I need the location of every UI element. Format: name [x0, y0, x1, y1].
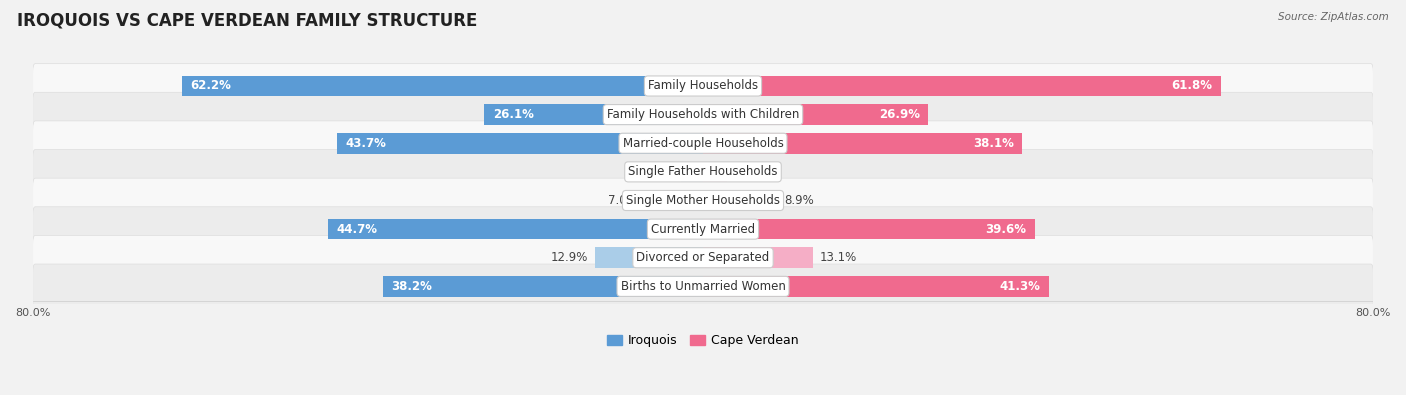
FancyBboxPatch shape [32, 150, 1374, 194]
Text: 26.1%: 26.1% [492, 108, 533, 121]
Text: 13.1%: 13.1% [820, 251, 856, 264]
Text: 62.2%: 62.2% [190, 79, 231, 92]
FancyBboxPatch shape [32, 64, 1374, 108]
Text: Currently Married: Currently Married [651, 223, 755, 235]
FancyBboxPatch shape [32, 264, 1374, 308]
Text: IROQUOIS VS CAPE VERDEAN FAMILY STRUCTURE: IROQUOIS VS CAPE VERDEAN FAMILY STRUCTUR… [17, 12, 477, 30]
Text: 43.7%: 43.7% [346, 137, 387, 150]
Bar [382, 276, 703, 297]
Bar [337, 133, 703, 154]
Text: 38.1%: 38.1% [973, 137, 1014, 150]
FancyBboxPatch shape [32, 92, 1374, 137]
Text: Births to Unmarried Women: Births to Unmarried Women [620, 280, 786, 293]
Bar [703, 104, 928, 125]
Text: 38.2%: 38.2% [391, 280, 432, 293]
Bar [682, 162, 703, 182]
Text: 8.9%: 8.9% [785, 194, 814, 207]
Text: Married-couple Households: Married-couple Households [623, 137, 783, 150]
Bar [329, 219, 703, 239]
Text: 2.6%: 2.6% [644, 166, 675, 179]
Bar [703, 247, 813, 268]
Bar [484, 104, 703, 125]
Bar [644, 190, 703, 211]
Legend: Iroquois, Cape Verdean: Iroquois, Cape Verdean [602, 329, 804, 352]
Bar [703, 219, 1035, 239]
Text: Single Mother Households: Single Mother Households [626, 194, 780, 207]
Text: 41.3%: 41.3% [1000, 280, 1040, 293]
Bar [181, 76, 703, 96]
Text: Family Households with Children: Family Households with Children [607, 108, 799, 121]
FancyBboxPatch shape [32, 207, 1374, 252]
Text: 26.9%: 26.9% [879, 108, 920, 121]
Text: Divorced or Separated: Divorced or Separated [637, 251, 769, 264]
Bar [703, 162, 727, 182]
Bar [595, 247, 703, 268]
FancyBboxPatch shape [32, 235, 1374, 280]
Bar [703, 190, 778, 211]
Text: 39.6%: 39.6% [986, 223, 1026, 235]
Text: 12.9%: 12.9% [551, 251, 588, 264]
Text: 61.8%: 61.8% [1171, 79, 1212, 92]
Bar [703, 76, 1220, 96]
Text: 7.0%: 7.0% [607, 194, 638, 207]
FancyBboxPatch shape [32, 178, 1374, 223]
Text: 2.9%: 2.9% [734, 166, 763, 179]
FancyBboxPatch shape [32, 121, 1374, 166]
Bar [703, 133, 1022, 154]
Bar [703, 276, 1049, 297]
Text: Source: ZipAtlas.com: Source: ZipAtlas.com [1278, 12, 1389, 22]
Text: Single Father Households: Single Father Households [628, 166, 778, 179]
Text: Family Households: Family Households [648, 79, 758, 92]
Text: 44.7%: 44.7% [337, 223, 378, 235]
